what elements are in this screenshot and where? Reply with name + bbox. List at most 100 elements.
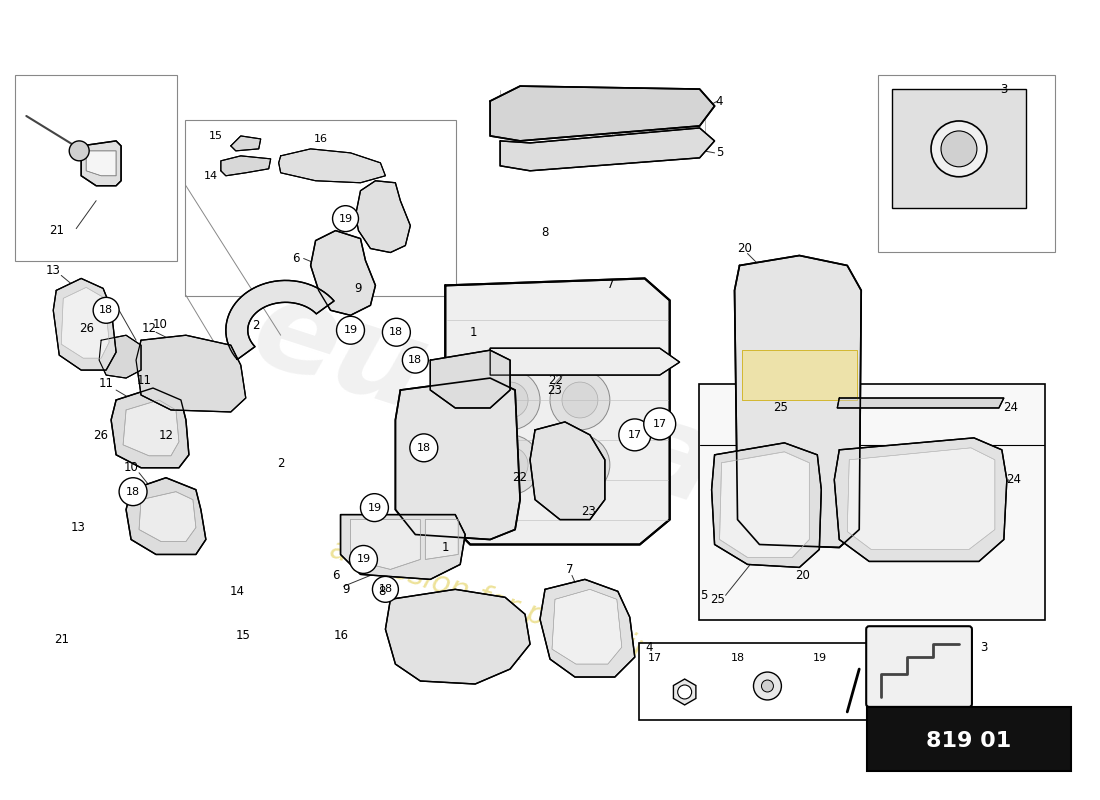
Polygon shape — [741, 350, 857, 400]
Circle shape — [492, 382, 528, 418]
Polygon shape — [62, 287, 109, 358]
Circle shape — [619, 419, 651, 451]
Polygon shape — [351, 519, 420, 570]
Circle shape — [644, 408, 675, 440]
Text: 3: 3 — [1000, 82, 1008, 95]
Text: 17: 17 — [652, 419, 667, 429]
Text: 15: 15 — [209, 131, 223, 141]
Text: 13: 13 — [46, 264, 60, 277]
Polygon shape — [426, 519, 459, 559]
Polygon shape — [491, 86, 715, 141]
Polygon shape — [53, 278, 117, 370]
Circle shape — [550, 370, 609, 430]
Text: eurocars: eurocars — [239, 267, 861, 573]
Text: 22: 22 — [548, 374, 563, 386]
Circle shape — [931, 121, 987, 177]
Text: 23: 23 — [581, 505, 596, 518]
Text: 15: 15 — [235, 629, 250, 642]
Text: 26: 26 — [92, 430, 108, 442]
Text: 18: 18 — [126, 486, 140, 497]
Polygon shape — [99, 335, 141, 378]
Text: 5: 5 — [700, 589, 707, 602]
Text: 8: 8 — [541, 226, 548, 239]
Text: 11: 11 — [136, 374, 152, 386]
Text: 17: 17 — [628, 430, 641, 440]
Text: 9: 9 — [354, 282, 362, 295]
Text: 16: 16 — [334, 629, 349, 642]
Text: 9: 9 — [342, 583, 350, 596]
Text: 819 01: 819 01 — [926, 731, 1012, 751]
Text: 18: 18 — [417, 443, 431, 453]
Polygon shape — [86, 151, 117, 176]
Polygon shape — [735, 255, 861, 547]
Text: 26: 26 — [79, 322, 94, 334]
Text: 17: 17 — [648, 653, 662, 663]
Polygon shape — [231, 136, 261, 151]
Polygon shape — [552, 590, 622, 664]
Polygon shape — [221, 156, 271, 176]
Circle shape — [562, 382, 598, 418]
Polygon shape — [355, 181, 410, 253]
Text: 18: 18 — [730, 653, 745, 663]
Circle shape — [761, 680, 773, 692]
Text: 2: 2 — [277, 458, 285, 470]
Text: 23: 23 — [548, 383, 562, 397]
Text: 8: 8 — [378, 585, 386, 598]
Text: 19: 19 — [813, 653, 827, 663]
Circle shape — [410, 434, 438, 462]
Polygon shape — [491, 348, 680, 375]
Text: 19: 19 — [343, 326, 358, 335]
Polygon shape — [126, 478, 206, 554]
Circle shape — [940, 131, 977, 167]
Circle shape — [403, 347, 428, 373]
Polygon shape — [540, 579, 635, 677]
Text: 5: 5 — [716, 146, 724, 159]
Circle shape — [361, 494, 388, 522]
Polygon shape — [530, 422, 605, 519]
Polygon shape — [719, 452, 810, 558]
Text: 4: 4 — [645, 641, 652, 654]
Text: 16: 16 — [314, 134, 328, 144]
Polygon shape — [123, 400, 179, 456]
Text: 21: 21 — [54, 633, 69, 646]
Polygon shape — [500, 128, 715, 170]
Polygon shape — [341, 514, 465, 579]
Polygon shape — [847, 448, 994, 550]
Circle shape — [69, 141, 89, 161]
Polygon shape — [395, 378, 520, 539]
Circle shape — [373, 576, 398, 602]
Text: 13: 13 — [70, 521, 86, 534]
Polygon shape — [712, 443, 822, 567]
Text: 6: 6 — [332, 569, 340, 582]
Polygon shape — [139, 492, 196, 542]
Text: 18: 18 — [408, 355, 422, 365]
FancyBboxPatch shape — [866, 626, 972, 707]
Text: 18: 18 — [99, 306, 113, 315]
Text: 11: 11 — [99, 377, 113, 390]
Text: 1: 1 — [470, 326, 477, 338]
Circle shape — [678, 685, 692, 699]
Polygon shape — [834, 438, 1006, 562]
Text: 18: 18 — [378, 584, 393, 594]
Polygon shape — [837, 398, 1004, 408]
Text: 14: 14 — [204, 170, 218, 181]
Circle shape — [119, 478, 147, 506]
Circle shape — [350, 546, 377, 574]
Text: 2: 2 — [252, 318, 260, 332]
Text: 18: 18 — [389, 327, 404, 338]
Text: 20: 20 — [795, 569, 810, 582]
Polygon shape — [385, 590, 530, 684]
Polygon shape — [278, 149, 385, 182]
Polygon shape — [136, 335, 245, 412]
Text: 7: 7 — [566, 563, 574, 576]
Text: 24: 24 — [1003, 402, 1019, 414]
Circle shape — [481, 435, 540, 494]
Circle shape — [550, 435, 609, 494]
Text: 19: 19 — [367, 502, 382, 513]
Text: 20: 20 — [737, 242, 752, 255]
Text: 21: 21 — [48, 224, 64, 237]
Text: 4: 4 — [716, 94, 724, 107]
FancyBboxPatch shape — [867, 707, 1070, 770]
Text: 10: 10 — [153, 318, 168, 330]
Circle shape — [481, 370, 540, 430]
